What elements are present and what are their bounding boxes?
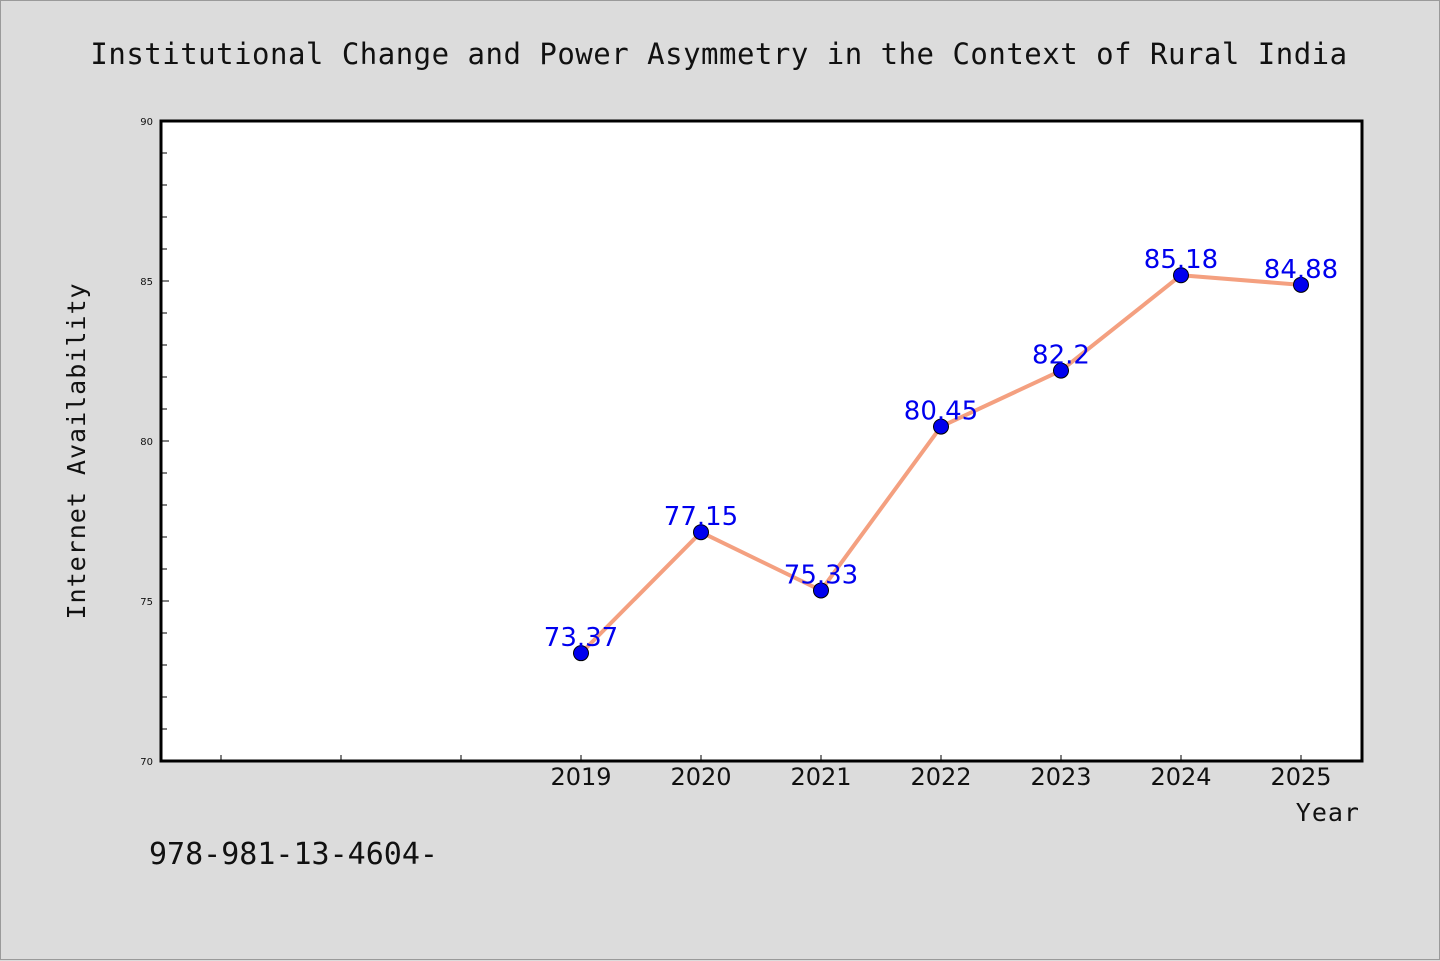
data-point <box>573 645 589 662</box>
data-point <box>1173 267 1189 284</box>
x-tick-label: 2019 <box>550 763 611 791</box>
x-tick-label: 2021 <box>790 763 851 791</box>
x-tick-label: 2022 <box>910 763 971 791</box>
data-point <box>1293 276 1309 293</box>
x-tick-label: 2020 <box>670 763 731 791</box>
data-point <box>1053 362 1069 379</box>
y-tick-label: 80 <box>140 437 153 448</box>
data-point <box>813 582 829 599</box>
data-label: 82.2 <box>1032 341 1090 371</box>
x-tick-label: 2025 <box>1270 763 1331 791</box>
plot-area <box>159 119 1364 763</box>
data-label: 85.18 <box>1144 245 1218 275</box>
y-tick-label: 70 <box>140 757 153 768</box>
x-tick-label: 2024 <box>1150 763 1211 791</box>
data-label: 73.37 <box>544 623 618 653</box>
chart-title: Institutional Change and Power Asymmetry… <box>90 37 1347 71</box>
y-tick-label: 85 <box>140 277 153 288</box>
data-label: 80.45 <box>904 397 978 427</box>
series-group: 73.37 77.15 75.33 80.45 82.2 85.18 84.88 <box>544 245 1338 662</box>
y-tick-label: 90 <box>140 117 153 128</box>
data-label: 77.15 <box>664 502 738 532</box>
x-axis-label: Year <box>1296 798 1360 827</box>
data-point <box>933 418 949 435</box>
footnote-text: 978-981-13-4604- <box>149 837 438 872</box>
x-axis: 2019 2020 2021 2022 2023 2024 2025 <box>220 755 1332 791</box>
y-axis-label: Internet Availability <box>62 282 91 619</box>
data-point <box>693 524 709 541</box>
data-label: 84.88 <box>1264 255 1338 285</box>
y-tick-label: 75 <box>140 597 153 608</box>
x-tick-label: 2023 <box>1030 763 1091 791</box>
data-label: 75.33 <box>784 560 858 590</box>
y-axis: 70 75 80 85 90 <box>140 117 169 768</box>
